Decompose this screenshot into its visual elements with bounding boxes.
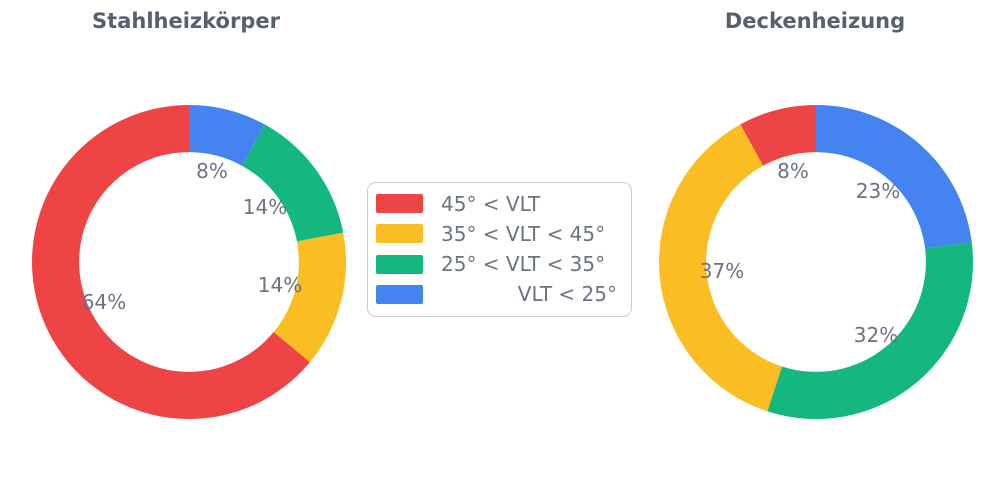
pie-slice xyxy=(273,232,347,363)
chart-title-left: Stahlheizkörper xyxy=(92,9,280,33)
pie-slice xyxy=(189,105,265,166)
legend-swatch xyxy=(376,284,423,304)
pie-slice xyxy=(658,124,783,412)
legend-item: 35° < VLT < 45° xyxy=(376,221,617,246)
legend-label: 35° < VLT < 45° xyxy=(441,221,606,246)
donut-chart-stahlheizkoerper xyxy=(32,105,347,420)
chart-title-right: Deckenheizung xyxy=(724,9,906,33)
percent-label: 8% xyxy=(196,159,228,183)
donut-chart-deckenheizung xyxy=(658,105,973,420)
pie-slice xyxy=(816,105,972,249)
percent-label: 14% xyxy=(242,195,288,219)
legend-item: 25° < VLT < 35° xyxy=(376,252,617,277)
pie-slice xyxy=(241,124,344,242)
legend-swatch xyxy=(376,224,423,244)
pie-slice xyxy=(767,242,973,420)
percent-label: 8% xyxy=(777,159,809,183)
pie-slice xyxy=(740,105,816,166)
legend-item: 45° < VLT xyxy=(376,191,617,216)
percent-label: 37% xyxy=(699,259,745,283)
legend-label: 45° < VLT xyxy=(441,191,541,216)
legend-swatch xyxy=(376,254,423,274)
pie-slice xyxy=(32,105,310,420)
legend-label: 25° < VLT < 35° xyxy=(441,252,606,277)
percent-label: 64% xyxy=(81,290,127,314)
legend-label: VLT < 25° xyxy=(517,282,617,307)
percent-label: 14% xyxy=(257,273,303,297)
legend-swatch xyxy=(376,194,423,213)
legend-item: VLT < 25° xyxy=(376,282,617,307)
legend: 45° < VLT 35° < VLT < 45° 25° < VLT < 35° V… xyxy=(367,182,632,317)
percent-label: 23% xyxy=(855,179,901,203)
percent-label: 32% xyxy=(853,323,899,347)
